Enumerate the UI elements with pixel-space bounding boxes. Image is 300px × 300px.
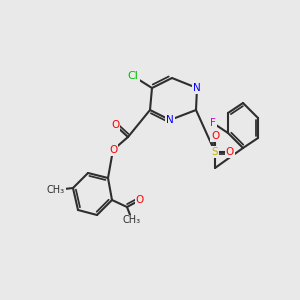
Text: S: S (212, 147, 218, 157)
Text: F: F (210, 118, 216, 128)
Text: O: O (211, 131, 219, 141)
Text: N: N (166, 115, 174, 125)
Text: CH₃: CH₃ (47, 185, 65, 195)
Text: CH₃: CH₃ (123, 215, 141, 225)
Text: O: O (136, 195, 144, 205)
Text: Cl: Cl (128, 71, 138, 81)
Text: O: O (226, 147, 234, 157)
Text: O: O (111, 120, 119, 130)
Text: N: N (193, 83, 201, 93)
Text: O: O (109, 145, 117, 155)
